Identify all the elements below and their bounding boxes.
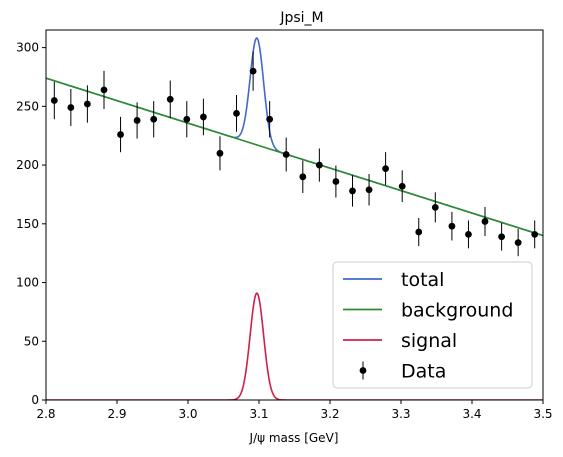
y-tick-label: 250 <box>16 99 39 113</box>
data-point <box>200 113 207 121</box>
plot-frame <box>45 29 544 401</box>
data-point <box>133 117 141 124</box>
data-point <box>431 203 439 211</box>
y-axis: 0 50 100 150 200 250 300 <box>16 41 46 407</box>
data-point <box>83 100 91 108</box>
data-point <box>183 115 191 123</box>
data-point <box>299 173 307 181</box>
data-point <box>216 149 224 157</box>
x-axis-label: J/ψ mass [GeV] <box>249 431 339 445</box>
x-tick-label: 2.9 <box>107 407 126 421</box>
legend-label-total: total <box>401 269 444 291</box>
legend-label-signal: signal <box>401 330 457 352</box>
data-point <box>166 95 174 103</box>
legend: total background signal Data <box>332 261 533 389</box>
data-point <box>382 165 389 173</box>
data-points <box>50 51 539 257</box>
legend-label-background: background <box>401 300 513 322</box>
background-curve <box>46 77 543 237</box>
data-point <box>349 187 356 195</box>
data-point <box>398 182 406 190</box>
data-point <box>50 97 58 104</box>
y-tick-label: 200 <box>16 158 39 172</box>
curves <box>46 37 543 400</box>
data-point <box>365 186 373 194</box>
y-tick-label: 0 <box>31 393 39 407</box>
x-axis: 2.8 2.9 3.0 3.1 3.2 3.3 3.4 3.5 <box>36 400 553 421</box>
y-tick-label: 100 <box>16 276 39 290</box>
x-tick-label: 3.5 <box>533 407 552 421</box>
data-point <box>498 233 506 241</box>
chart-title: Jpsi_M <box>279 10 323 26</box>
x-tick-label: 3.2 <box>320 407 339 421</box>
data-point <box>531 230 539 238</box>
x-tick-label: 3.0 <box>178 407 197 421</box>
legend-box <box>332 261 533 389</box>
data-point <box>233 109 240 117</box>
data-point <box>117 131 124 138</box>
data-point <box>67 104 75 111</box>
data-point <box>249 67 257 75</box>
data-point <box>481 218 489 225</box>
data-point <box>315 161 323 169</box>
data-point <box>150 115 158 123</box>
x-tick-label: 3.1 <box>249 407 268 421</box>
data-point <box>448 222 456 230</box>
legend-label-Data: Data <box>401 361 446 383</box>
y-tick-label: 50 <box>24 334 39 348</box>
legend-swatch-Data <box>359 367 367 374</box>
data-point <box>266 115 274 123</box>
y-tick-label: 150 <box>16 217 39 231</box>
data-point <box>514 239 522 247</box>
x-tick-label: 2.8 <box>36 407 55 421</box>
data-point <box>415 228 423 236</box>
data-point <box>282 151 290 158</box>
x-tick-label: 3.3 <box>391 407 410 421</box>
data-point <box>465 230 472 238</box>
data-point <box>332 178 340 185</box>
x-tick-label: 3.4 <box>462 407 481 421</box>
y-tick-label: 300 <box>16 41 39 55</box>
data-point <box>100 86 108 94</box>
